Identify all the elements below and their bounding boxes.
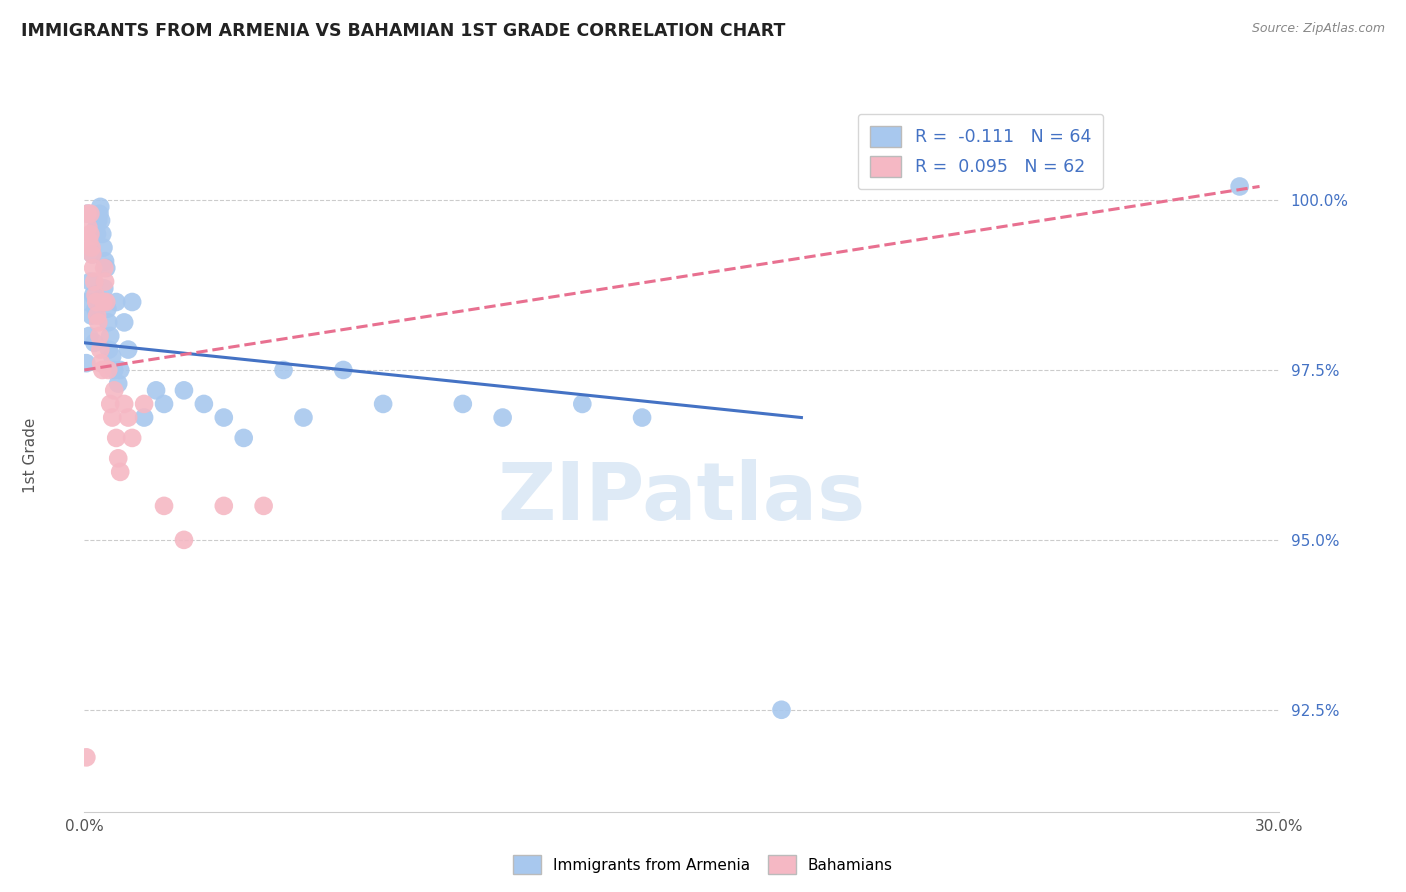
Point [86,227,108,241]
Point [93,281,115,295]
Point [101,410,124,425]
Text: Source: ZipAtlas.com: Source: ZipAtlas.com [1251,22,1385,36]
Point [98,329,121,343]
Text: 1st Grade: 1st Grade [22,417,38,492]
Point [103,363,125,377]
Point [253,499,276,513]
Point [153,397,176,411]
Legend: Immigrants from Armenia, Bahamians: Immigrants from Armenia, Bahamians [508,849,898,880]
Point [94,275,117,289]
Point [87,213,110,227]
Point [107,376,129,391]
Point [90,213,112,227]
Point [112,397,135,411]
Point [132,410,156,425]
Point [79,275,101,289]
Point [117,410,139,425]
Point [83,275,105,289]
Point [75,356,97,370]
Point [173,533,195,547]
Point [76,207,98,221]
Point [79,227,101,241]
Point [631,410,654,425]
Point [77,329,100,343]
Point [82,260,104,275]
Point [193,397,215,411]
Point [86,309,108,323]
Point [101,350,124,364]
Point [96,301,118,316]
Point [117,343,139,357]
Point [77,220,100,235]
Point [212,499,235,513]
Point [107,451,129,466]
Point [91,363,114,377]
Point [89,207,111,221]
Point [82,288,104,302]
Legend: R =  -0.111   N = 64, R =  0.095   N = 62: R = -0.111 N = 64, R = 0.095 N = 62 [858,114,1104,189]
Point [84,288,107,302]
Point [86,295,108,310]
Point [98,343,121,357]
Point [451,397,474,411]
Point [82,247,104,261]
Point [84,301,107,316]
Point [93,260,115,275]
Point [371,397,394,411]
Point [94,254,117,268]
Point [93,241,115,255]
Point [75,750,97,764]
Point [80,309,103,323]
Point [80,241,103,255]
Point [273,363,295,377]
Point [76,207,98,221]
Point [110,363,132,377]
Point [87,315,110,329]
Point [492,410,515,425]
Point [212,410,235,425]
Point [96,260,118,275]
Text: ZIPatlas: ZIPatlas [498,458,866,537]
Point [97,363,120,377]
Point [292,410,315,425]
Point [93,295,115,310]
Point [89,343,111,357]
Point [83,335,105,350]
Text: IMMIGRANTS FROM ARMENIA VS BAHAMIAN 1ST GRADE CORRELATION CHART: IMMIGRANTS FROM ARMENIA VS BAHAMIAN 1ST … [21,22,786,40]
Point [332,363,354,377]
Point [77,295,100,310]
Point [89,200,111,214]
Point [232,431,254,445]
Point [103,384,125,398]
Point [82,247,104,261]
Point [89,329,111,343]
Point [90,356,112,370]
Point [770,703,793,717]
Point [1229,179,1251,194]
Point [121,295,143,310]
Point [79,207,101,221]
Point [86,220,108,235]
Point [173,384,195,398]
Point [132,397,156,411]
Point [571,397,593,411]
Point [145,384,167,398]
Point [105,431,128,445]
Point [112,315,135,329]
Point [110,465,132,479]
Point [105,295,128,310]
Point [121,431,143,445]
Point [97,315,120,329]
Point [77,234,100,248]
Point [98,397,121,411]
Point [91,227,114,241]
Point [96,295,118,310]
Point [153,499,176,513]
